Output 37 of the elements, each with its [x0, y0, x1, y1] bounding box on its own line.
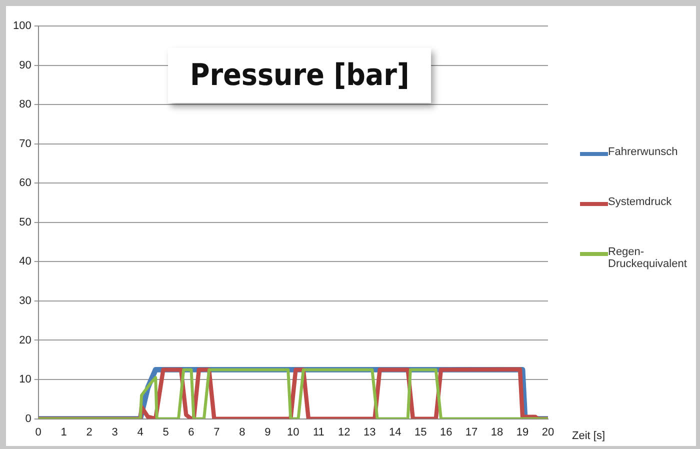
x-tick-label: 17	[465, 426, 478, 438]
x-tick-label: 4	[137, 426, 144, 438]
y-tick-label: 0	[25, 412, 32, 425]
x-tick-label: 19	[516, 426, 529, 438]
y-tick-label: 40	[19, 256, 32, 268]
legend-label: Systemdruck	[608, 196, 672, 208]
x-tick-label: 9	[264, 426, 271, 438]
y-tick-label: 20	[19, 334, 32, 346]
x-tick-label: 18	[490, 426, 504, 438]
x-tick-label: 16	[440, 426, 452, 438]
x-tick-label: 0	[35, 426, 42, 438]
x-tick-label: 14	[388, 426, 402, 438]
y-tick-label: 80	[19, 98, 32, 111]
y-tick-label: 70	[19, 138, 32, 150]
y-tick-label: 10	[19, 374, 32, 386]
y-tick-label: 60	[19, 177, 32, 190]
x-tick-label: 8	[239, 426, 246, 438]
x-tick-label: 15	[414, 426, 427, 438]
legend-label: Fahrerwunsch	[608, 146, 678, 158]
x-tick-label: 7	[214, 426, 220, 438]
legend-label: Regen-Druckequivalent	[608, 246, 688, 270]
x-tick-label: 20	[542, 426, 554, 438]
x-tick-label: 3	[112, 426, 118, 438]
x-tick-label: 5	[162, 426, 169, 438]
y-tick-label: 90	[19, 59, 32, 72]
y-tick-label: 30	[19, 294, 32, 307]
x-axis-title: Zeit [s]	[572, 430, 606, 442]
text: Pressure [bar]	[168, 48, 432, 103]
y-tick-label: 100	[12, 20, 32, 32]
y-tick-label: 50	[19, 216, 32, 228]
x-tick-label: 1	[60, 426, 67, 438]
x-tick-label: 10	[287, 426, 300, 438]
x-tick-label: 12	[338, 426, 350, 438]
x-tick-label: 11	[312, 426, 324, 438]
x-tick-label: 6	[188, 426, 194, 438]
x-tick-label: 13	[364, 426, 376, 438]
x-tick-label: 2	[86, 426, 92, 438]
